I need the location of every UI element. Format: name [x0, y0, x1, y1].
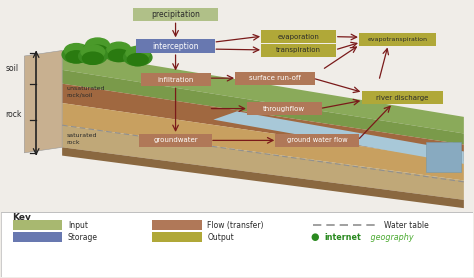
FancyBboxPatch shape [261, 30, 336, 43]
Circle shape [79, 48, 107, 64]
Text: Output: Output [207, 233, 234, 242]
Text: infiltration: infiltration [157, 76, 194, 83]
Circle shape [107, 42, 131, 56]
FancyBboxPatch shape [426, 142, 462, 172]
Circle shape [86, 38, 109, 52]
Circle shape [124, 49, 152, 66]
Text: geography: geography [368, 233, 413, 242]
Circle shape [82, 52, 103, 64]
FancyBboxPatch shape [136, 39, 215, 53]
Text: evapotranspiration: evapotranspiration [368, 37, 428, 42]
Circle shape [128, 54, 148, 66]
Circle shape [83, 41, 112, 57]
Polygon shape [62, 125, 464, 200]
Text: ●: ● [310, 232, 319, 242]
Circle shape [62, 46, 91, 63]
FancyBboxPatch shape [12, 220, 62, 230]
Text: internet: internet [324, 233, 361, 242]
Text: Flow (transfer): Flow (transfer) [207, 220, 264, 230]
Circle shape [109, 49, 129, 61]
FancyBboxPatch shape [141, 73, 210, 86]
FancyBboxPatch shape [139, 134, 212, 147]
Text: interception: interception [152, 42, 199, 51]
Text: Water table: Water table [383, 220, 428, 230]
Text: evaporation: evaporation [277, 34, 319, 40]
FancyBboxPatch shape [275, 134, 359, 147]
Circle shape [66, 51, 87, 63]
Circle shape [81, 45, 105, 59]
FancyBboxPatch shape [134, 8, 218, 21]
Text: Key: Key [12, 212, 31, 222]
FancyBboxPatch shape [247, 102, 321, 115]
Text: rock: rock [5, 110, 22, 119]
Text: groundwater: groundwater [153, 137, 198, 143]
Text: soil: soil [5, 64, 18, 73]
Text: throughflow: throughflow [263, 106, 305, 111]
Polygon shape [62, 51, 464, 133]
FancyBboxPatch shape [362, 91, 443, 105]
Text: Input: Input [68, 220, 88, 230]
Text: river discharge: river discharge [376, 95, 428, 101]
Circle shape [64, 44, 88, 57]
Circle shape [87, 45, 108, 57]
FancyBboxPatch shape [261, 44, 336, 57]
Polygon shape [213, 111, 464, 164]
FancyBboxPatch shape [152, 220, 201, 230]
Polygon shape [62, 84, 464, 161]
Polygon shape [62, 147, 464, 208]
Polygon shape [62, 70, 464, 145]
Text: transpiration: transpiration [276, 48, 321, 53]
FancyBboxPatch shape [12, 232, 62, 242]
Text: surface run-off: surface run-off [249, 75, 301, 81]
Circle shape [126, 46, 150, 60]
Text: precipitation: precipitation [151, 10, 200, 19]
Text: saturated
rock: saturated rock [67, 133, 97, 145]
FancyBboxPatch shape [359, 33, 436, 46]
Circle shape [105, 45, 133, 61]
FancyBboxPatch shape [0, 212, 474, 277]
FancyBboxPatch shape [235, 72, 315, 85]
Text: Storage: Storage [68, 233, 98, 242]
Polygon shape [24, 51, 62, 153]
Polygon shape [62, 103, 464, 180]
Text: ground water flow: ground water flow [287, 137, 347, 143]
FancyBboxPatch shape [152, 232, 201, 242]
Text: unsaturated
rock/soil: unsaturated rock/soil [67, 86, 105, 98]
